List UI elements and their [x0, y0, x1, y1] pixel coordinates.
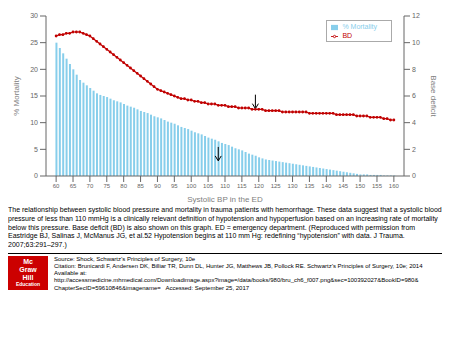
svg-text:12: 12: [412, 12, 420, 19]
svg-text:150: 150: [355, 183, 366, 189]
svg-text:% Mortality: % Mortality: [12, 76, 21, 116]
html-text:BD: BD: [342, 32, 353, 39]
svg-text:125: 125: [271, 183, 282, 189]
html-text:Education: Education: [15, 280, 41, 287]
svg-text:90: 90: [154, 183, 161, 189]
svg-text:120: 120: [254, 183, 265, 189]
html-text:Source: Shock, Schwartz’s Prin: Source: Shock, Schwartz’s Principles of …: [54, 255, 196, 262]
svg-text:6: 6: [412, 92, 416, 99]
svg-text:30: 30: [30, 12, 38, 19]
svg-text:135: 135: [304, 183, 315, 189]
html-text:Citation: Brunicardi F, Anders: Citation: Brunicardi F, Andersen DK, Bil…: [54, 262, 423, 269]
svg-text:160: 160: [389, 183, 400, 189]
svg-text:8: 8: [412, 66, 416, 73]
svg-text:155: 155: [372, 183, 383, 189]
svg-text:115: 115: [237, 183, 247, 189]
svg-text:95: 95: [171, 183, 178, 189]
svg-text:65: 65: [70, 183, 77, 189]
svg-text:25: 25: [30, 39, 38, 46]
svg-text:2: 2: [412, 146, 416, 153]
svg-text:10: 10: [412, 39, 420, 46]
svg-text:5: 5: [34, 146, 38, 153]
svg-text:15: 15: [30, 92, 38, 99]
svg-text:Systolic BP in the ED: Systolic BP in the ED: [187, 195, 263, 204]
svg-text:Base deficit: Base deficit: [429, 75, 438, 117]
html-text:Mc: Mc: [23, 257, 33, 265]
html-text:Hill: Hill: [22, 273, 34, 281]
html-text:Available at:: Available at:: [54, 270, 87, 277]
svg-text:4: 4: [412, 119, 416, 126]
html-text:ChapterSecID=59610846&imagenam: ChapterSecID=59610846&imagename= Accesse…: [54, 284, 250, 291]
svg-text:60: 60: [53, 183, 60, 189]
html-text:% Mortality: % Mortality: [342, 23, 377, 30]
html-text:http://accessmedicine.mhmedica: http://accessmedicine.mhmedical.com/Down…: [54, 277, 419, 284]
svg-text:105: 105: [203, 183, 214, 189]
svg-text:0: 0: [412, 172, 416, 179]
svg-text:20: 20: [30, 66, 38, 73]
svg-text:145: 145: [338, 183, 349, 189]
svg-text:10: 10: [30, 119, 38, 126]
svg-text:140: 140: [321, 183, 332, 189]
svg-text:130: 130: [288, 183, 299, 189]
svg-text:70: 70: [87, 183, 94, 189]
svg-text:75: 75: [103, 183, 110, 189]
svg-text:100: 100: [186, 183, 197, 189]
html-text:Graw: Graw: [19, 265, 37, 273]
svg-text:0: 0: [34, 172, 38, 179]
svg-text:110: 110: [220, 183, 230, 189]
html-text:The relationship between systo: The relationship between systolic blood …: [8, 206, 442, 248]
svg-text:80: 80: [120, 183, 127, 189]
svg-text:85: 85: [137, 183, 144, 189]
